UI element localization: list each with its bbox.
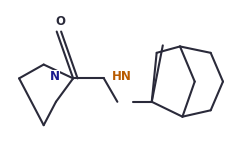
Text: N: N (50, 70, 60, 83)
Text: O: O (56, 15, 66, 28)
Text: HN: HN (112, 70, 132, 83)
